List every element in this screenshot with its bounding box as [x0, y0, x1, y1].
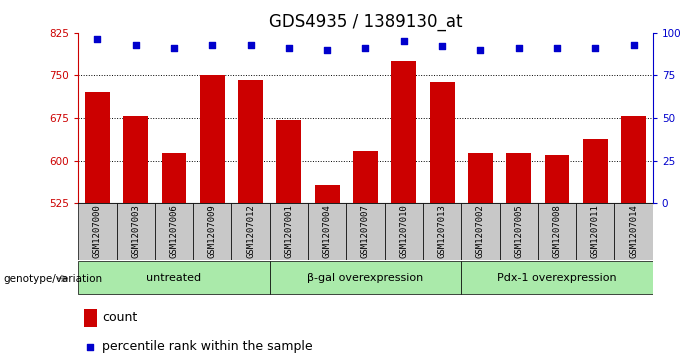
Title: GDS4935 / 1389130_at: GDS4935 / 1389130_at	[269, 13, 462, 31]
FancyBboxPatch shape	[270, 203, 308, 260]
Text: GSM1207008: GSM1207008	[553, 204, 562, 258]
Text: GSM1207012: GSM1207012	[246, 204, 255, 258]
Point	[470, 211, 481, 217]
Point	[475, 47, 486, 53]
FancyBboxPatch shape	[461, 203, 500, 260]
Text: GSM1207004: GSM1207004	[323, 204, 332, 258]
Bar	[123, 116, 148, 203]
FancyBboxPatch shape	[193, 203, 231, 260]
Text: genotype/variation: genotype/variation	[3, 274, 103, 284]
FancyBboxPatch shape	[116, 203, 155, 260]
Bar	[468, 153, 493, 203]
FancyBboxPatch shape	[270, 261, 461, 294]
Text: untreated: untreated	[146, 273, 201, 283]
Bar	[507, 153, 531, 203]
Text: GSM1207010: GSM1207010	[399, 204, 408, 258]
Text: GSM1207009: GSM1207009	[208, 204, 217, 258]
Point	[92, 37, 103, 42]
Point	[437, 44, 447, 49]
Text: GSM1207001: GSM1207001	[284, 204, 293, 258]
FancyBboxPatch shape	[308, 203, 346, 260]
Bar	[277, 120, 301, 203]
Bar	[238, 80, 263, 203]
FancyBboxPatch shape	[385, 203, 423, 260]
Point	[207, 42, 218, 48]
Bar	[392, 61, 416, 203]
FancyBboxPatch shape	[78, 203, 116, 260]
Point	[322, 47, 333, 53]
Point	[360, 45, 371, 51]
Bar	[583, 139, 608, 203]
Point	[398, 38, 409, 44]
FancyBboxPatch shape	[155, 203, 193, 260]
Bar	[545, 155, 569, 203]
Point	[130, 42, 141, 48]
FancyBboxPatch shape	[576, 203, 615, 260]
Text: count: count	[102, 311, 137, 324]
Bar	[430, 82, 454, 203]
Text: percentile rank within the sample: percentile rank within the sample	[102, 340, 313, 353]
Point	[513, 45, 524, 51]
Text: GSM1207011: GSM1207011	[591, 204, 600, 258]
Bar	[84, 309, 97, 327]
FancyBboxPatch shape	[500, 203, 538, 260]
Bar	[315, 184, 339, 203]
Text: GSM1207007: GSM1207007	[361, 204, 370, 258]
Point	[551, 45, 562, 51]
Text: β-gal overexpression: β-gal overexpression	[307, 273, 424, 283]
Bar	[353, 151, 378, 203]
FancyBboxPatch shape	[615, 203, 653, 260]
Bar	[162, 153, 186, 203]
FancyBboxPatch shape	[538, 203, 576, 260]
Text: GSM1207013: GSM1207013	[438, 204, 447, 258]
Text: GSM1207005: GSM1207005	[514, 204, 523, 258]
Text: GSM1207014: GSM1207014	[629, 204, 638, 258]
Point	[169, 45, 180, 51]
FancyBboxPatch shape	[423, 203, 461, 260]
FancyBboxPatch shape	[231, 203, 270, 260]
FancyBboxPatch shape	[78, 261, 270, 294]
Point	[284, 45, 294, 51]
FancyBboxPatch shape	[346, 203, 385, 260]
Bar	[200, 75, 224, 203]
Text: GSM1207006: GSM1207006	[169, 204, 178, 258]
Text: GSM1207002: GSM1207002	[476, 204, 485, 258]
Point	[590, 45, 600, 51]
Text: GSM1207003: GSM1207003	[131, 204, 140, 258]
FancyBboxPatch shape	[461, 261, 653, 294]
Point	[628, 42, 639, 48]
Text: GSM1207000: GSM1207000	[93, 204, 102, 258]
Bar	[622, 116, 646, 203]
Text: Pdx-1 overexpression: Pdx-1 overexpression	[497, 273, 617, 283]
Bar	[85, 93, 109, 203]
Point	[245, 42, 256, 48]
